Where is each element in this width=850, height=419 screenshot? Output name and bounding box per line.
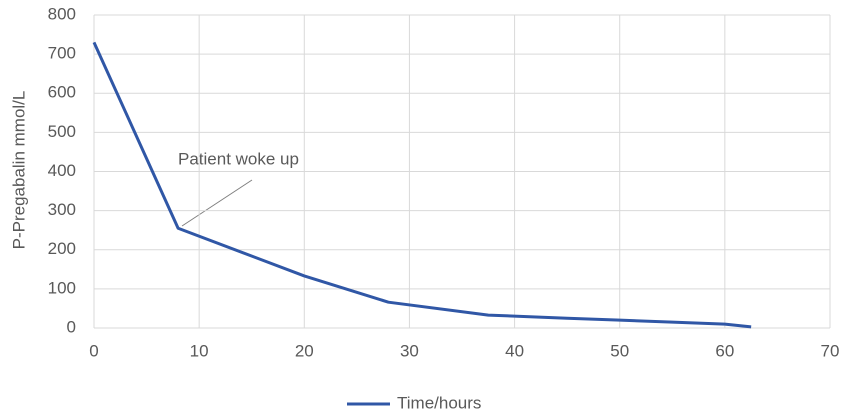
data-line <box>92 41 752 329</box>
y-axis-label: P-Pregabalin mmol/L <box>9 91 28 250</box>
y-tick-label: 800 <box>48 4 76 23</box>
x-tick-label: 70 <box>821 341 840 360</box>
x-tick-label: 50 <box>610 341 629 360</box>
y-tick-label: 500 <box>48 122 76 141</box>
y-tick-label: 0 <box>67 317 76 336</box>
y-tick-label: 400 <box>48 161 76 180</box>
x-tick-label: 40 <box>505 341 524 360</box>
y-tick-label: 600 <box>48 83 76 102</box>
annotation-arrow <box>181 179 253 227</box>
x-tick-label: 60 <box>715 341 734 360</box>
x-tick-label: 0 <box>89 341 98 360</box>
x-tick-label: 20 <box>295 341 314 360</box>
y-tick-label: 300 <box>48 200 76 219</box>
y-tick-label: 700 <box>48 44 76 63</box>
annotation: Patient woke up <box>178 149 299 168</box>
y-tick-label: 100 <box>48 278 76 297</box>
x-tick-label: 30 <box>400 341 419 360</box>
legend-label: Time/hours <box>397 393 481 412</box>
x-tick-label: 10 <box>190 341 209 360</box>
y-tick-label: 200 <box>48 239 76 258</box>
